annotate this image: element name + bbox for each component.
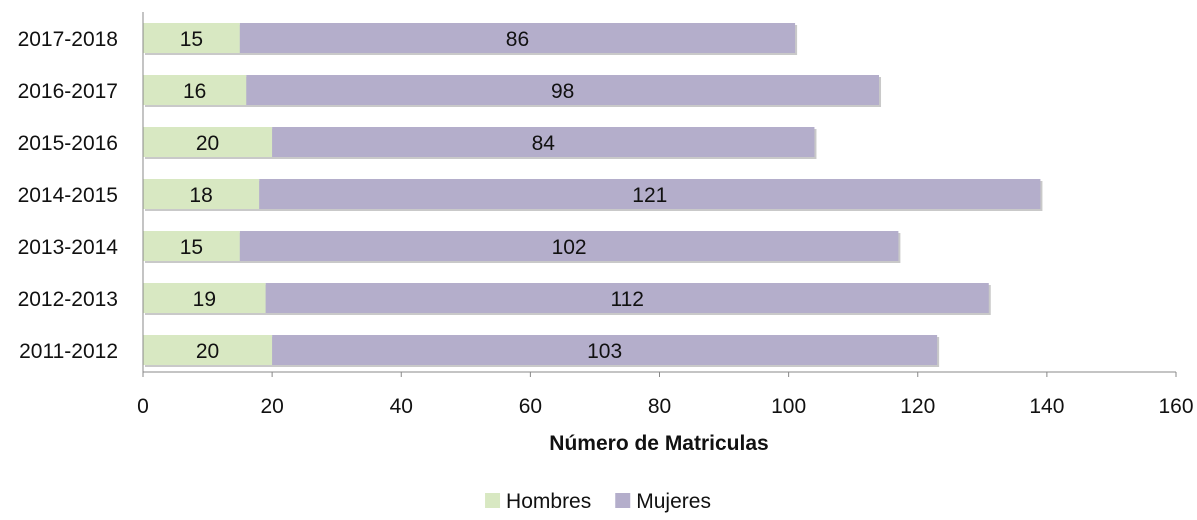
bar-mujeres-2013-2014	[239, 231, 899, 261]
bar-mujeres-2017-2018	[239, 23, 796, 53]
bar-mujeres-2015-2016	[272, 127, 815, 157]
data-label-mujeres-2015-2016: 84	[532, 132, 556, 155]
bar-hombres-2015-2016	[143, 127, 273, 157]
bar-hombres-2016-2017	[143, 75, 247, 105]
bar-mujeres-2016-2017	[246, 75, 880, 105]
data-label-mujeres-2017-2018: 86	[506, 28, 529, 51]
bar-mujeres-2011-2012	[272, 335, 938, 365]
data-label-hombres-2011-2012: 20	[196, 340, 219, 363]
x-axis-title: Número de Matriculas	[549, 432, 768, 455]
category-label-2014-2015: 2014-2015	[18, 184, 118, 207]
data-label-hombres-2013-2014: 15	[180, 236, 203, 259]
data-label-mujeres-2011-2012: 103	[587, 340, 622, 363]
data-label-hombres-2015-2016: 20	[196, 132, 219, 155]
bar-mujeres-2012-2013	[265, 283, 989, 313]
category-label-2012-2013: 2012-2013	[18, 288, 118, 311]
data-label-mujeres-2016-2017: 98	[551, 80, 574, 103]
x-tick-label-100: 100	[771, 395, 806, 418]
data-label-hombres-2017-2018: 15	[180, 28, 203, 51]
category-label-2017-2018: 2017-2018	[18, 28, 118, 51]
bar-hombres-2012-2013	[143, 283, 266, 313]
category-label-2013-2014: 2013-2014	[18, 236, 119, 259]
legend-swatch-mujeres	[615, 493, 631, 508]
legend-label-mujeres: Mujeres	[636, 490, 711, 513]
data-label-hombres-2014-2015: 18	[189, 184, 212, 207]
legend-label-hombres: Hombres	[506, 490, 591, 513]
x-tick-label-160: 160	[1158, 395, 1193, 418]
bar-hombres-2017-2018	[143, 23, 240, 53]
bar-hombres-2011-2012	[143, 335, 273, 365]
x-tick-label-40: 40	[390, 395, 413, 418]
data-label-mujeres-2013-2014: 102	[552, 236, 587, 259]
x-tick-label-20: 20	[260, 395, 283, 418]
x-tick-label-140: 140	[1029, 395, 1064, 418]
bar-mujeres-2014-2015	[259, 179, 1041, 209]
x-tick-label-0: 0	[137, 395, 149, 418]
labels-layer: 15 86 2017-2018 16 98 2016-2017 20 84 2015-2016 1…	[18, 28, 1194, 418]
x-tick-label-80: 80	[648, 395, 671, 418]
data-label-hombres-2016-2017: 16	[183, 80, 206, 103]
data-label-hombres-2012-2013: 19	[193, 288, 216, 311]
legend: Hombres Mujeres	[485, 490, 711, 513]
x-tick-label-120: 120	[900, 395, 935, 418]
bar-hombres-2014-2015	[143, 179, 260, 209]
category-label-2011-2012: 2011-2012	[19, 340, 118, 363]
category-label-2015-2016: 2015-2016	[18, 132, 118, 155]
data-label-mujeres-2012-2013: 112	[610, 288, 643, 311]
category-label-2016-2017: 2016-2017	[18, 80, 118, 103]
axes-layer	[142, 12, 1177, 377]
x-tick-label-60: 60	[519, 395, 542, 418]
legend-swatch-hombres	[485, 493, 501, 508]
bar-hombres-2013-2014	[143, 231, 240, 261]
data-label-mujeres-2014-2015: 121	[632, 184, 667, 207]
bars-layer	[143, 23, 1043, 367]
